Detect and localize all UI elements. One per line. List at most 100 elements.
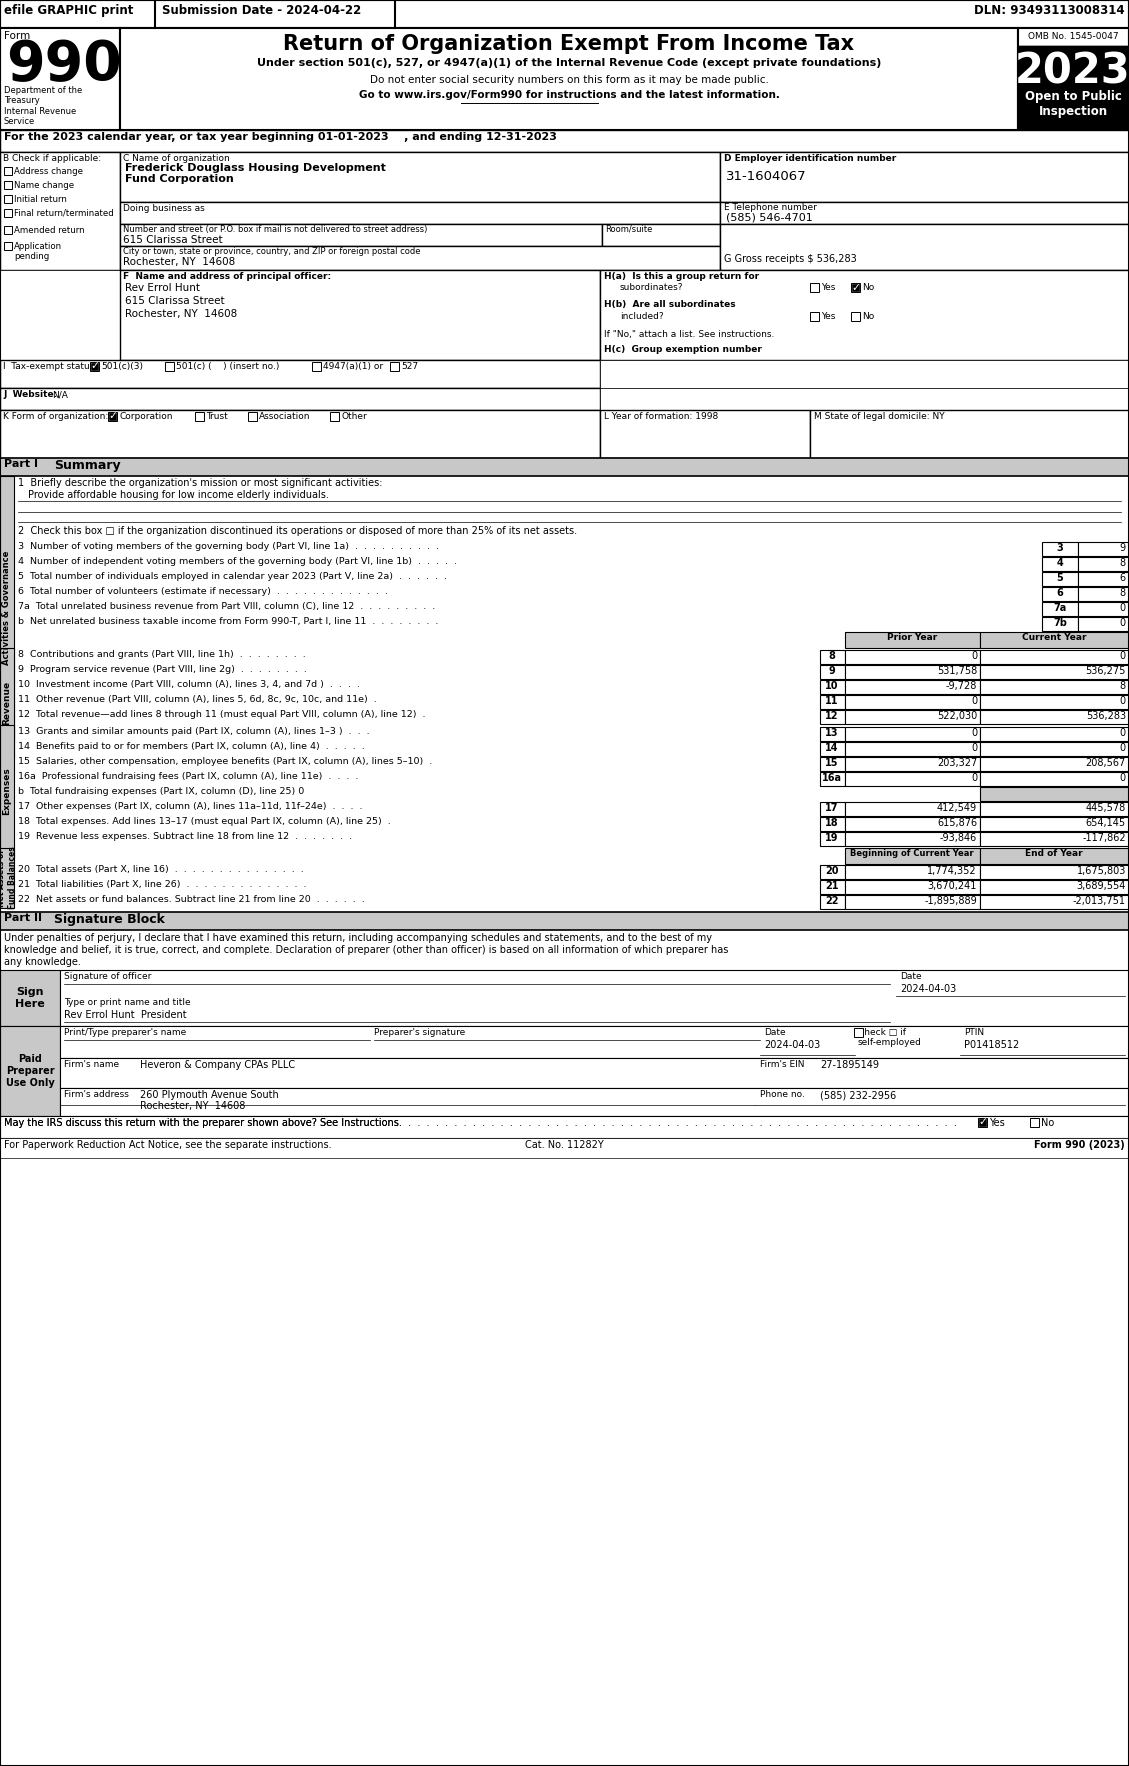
Bar: [1078, 586, 1129, 600]
Text: 4: 4: [1057, 558, 1064, 569]
Bar: [980, 742, 1129, 756]
Text: 13  Grants and similar amounts paid (Part IX, column (A), lines 1–3 )  .  .  .: 13 Grants and similar amounts paid (Part…: [18, 728, 369, 736]
Bar: [844, 802, 980, 816]
Text: K Form of organization:: K Form of organization:: [3, 411, 108, 420]
Bar: [248, 411, 257, 420]
Text: For Paperwork Reduction Act Notice, see the separate instructions.: For Paperwork Reduction Act Notice, see …: [5, 1141, 332, 1150]
Text: 12: 12: [825, 712, 839, 721]
Bar: [1042, 602, 1078, 616]
Text: 6: 6: [1057, 588, 1064, 599]
Text: 0: 0: [1120, 743, 1126, 752]
Bar: [1018, 46, 1129, 131]
Bar: [0, 1026, 60, 1116]
Text: 654,145: 654,145: [1086, 818, 1126, 828]
Text: 208,567: 208,567: [1086, 758, 1126, 768]
Text: May the IRS discuss this return with the preparer shown above? See Instructions.: May the IRS discuss this return with the…: [5, 1118, 402, 1128]
Bar: [0, 1137, 1129, 1158]
Text: H(a)  Is this a group return for: H(a) Is this a group return for: [604, 272, 759, 281]
Text: ✓: ✓: [978, 1118, 987, 1127]
Text: 1,774,352: 1,774,352: [927, 865, 977, 876]
Bar: [820, 818, 844, 832]
Text: Yes: Yes: [821, 313, 835, 321]
Bar: [820, 696, 844, 708]
Bar: [120, 28, 1018, 131]
Bar: [980, 650, 1129, 664]
Bar: [820, 802, 844, 816]
Bar: [5, 180, 12, 189]
Text: N/A: N/A: [52, 390, 68, 399]
Text: 9  Program service revenue (Part VIII, line 2g)  .  .  .  .  .  .  .  .: 9 Program service revenue (Part VIII, li…: [18, 666, 307, 675]
Bar: [809, 313, 819, 321]
Text: 615 Clarissa Street: 615 Clarissa Street: [125, 297, 225, 306]
Text: Expenses: Expenses: [2, 766, 11, 814]
Text: -117,862: -117,862: [1083, 834, 1126, 842]
Text: 0: 0: [1120, 652, 1126, 660]
Text: Room/suite: Room/suite: [605, 224, 653, 235]
Bar: [60, 1026, 1129, 1058]
Bar: [0, 410, 599, 457]
Text: Initial return: Initial return: [14, 194, 67, 205]
Text: Net Assets or
Fund Balances: Net Assets or Fund Balances: [0, 846, 17, 909]
Text: 10: 10: [825, 682, 839, 691]
Text: 22: 22: [825, 895, 839, 906]
Text: 9: 9: [1120, 542, 1126, 553]
Bar: [980, 666, 1129, 678]
Text: 3,670,241: 3,670,241: [928, 881, 977, 892]
Bar: [978, 1118, 987, 1127]
Bar: [844, 865, 980, 879]
Text: J  Website:: J Website:: [3, 390, 58, 399]
Text: Current Year: Current Year: [1022, 632, 1086, 643]
Text: 5: 5: [1057, 572, 1064, 583]
Text: 2023: 2023: [1015, 49, 1129, 92]
Text: Submission Date - 2024-04-22: Submission Date - 2024-04-22: [161, 4, 361, 18]
Text: 0: 0: [971, 696, 977, 706]
Bar: [980, 802, 1129, 816]
Text: 7a  Total unrelated business revenue from Part VIII, column (C), line 12  .  .  : 7a Total unrelated business revenue from…: [18, 602, 436, 611]
Bar: [820, 728, 844, 742]
Text: M State of legal domicile: NY: M State of legal domicile: NY: [814, 411, 945, 420]
Text: End of Year: End of Year: [1025, 849, 1083, 858]
Bar: [110, 413, 116, 420]
Text: Paid
Preparer
Use Only: Paid Preparer Use Only: [6, 1054, 54, 1088]
Text: 0: 0: [1120, 696, 1126, 706]
Bar: [844, 742, 980, 756]
Bar: [851, 283, 860, 291]
Text: ✓: ✓: [851, 283, 860, 293]
Bar: [599, 270, 1129, 360]
Text: b  Total fundraising expenses (Part IX, column (D), line 25) 0: b Total fundraising expenses (Part IX, c…: [18, 788, 304, 796]
Text: 27-1895149: 27-1895149: [820, 1060, 879, 1070]
Bar: [599, 360, 1129, 389]
Text: Rochester, NY  14608: Rochester, NY 14608: [123, 258, 235, 267]
Bar: [980, 818, 1129, 832]
Bar: [5, 208, 12, 217]
Text: Type or print name and title: Type or print name and title: [64, 998, 191, 1007]
Text: Number and street (or P.O. box if mail is not delivered to street address): Number and street (or P.O. box if mail i…: [123, 224, 428, 235]
Bar: [0, 131, 1129, 152]
Bar: [599, 389, 1129, 410]
Bar: [809, 283, 819, 291]
Text: 4947(a)(1) or: 4947(a)(1) or: [323, 362, 383, 371]
Text: Doing business as: Doing business as: [123, 205, 204, 214]
Text: 20: 20: [825, 865, 839, 876]
Bar: [980, 895, 1129, 909]
Text: 16a: 16a: [822, 774, 842, 782]
Bar: [820, 666, 844, 678]
Text: Under penalties of perjury, I declare that I have examined this return, includin: Under penalties of perjury, I declare th…: [5, 932, 712, 943]
Text: Phone no.: Phone no.: [760, 1090, 805, 1098]
Text: (585) 232-2956: (585) 232-2956: [820, 1090, 896, 1100]
Text: 18  Total expenses. Add lines 13–17 (must equal Part IX, column (A), line 25)  .: 18 Total expenses. Add lines 13–17 (must…: [18, 818, 391, 826]
Bar: [720, 152, 1129, 201]
Text: No: No: [1041, 1118, 1054, 1128]
Bar: [120, 201, 720, 224]
Text: ✓: ✓: [108, 411, 117, 422]
Text: Part I: Part I: [5, 459, 38, 470]
Text: OMB No. 1545-0047: OMB No. 1545-0047: [1027, 32, 1119, 41]
Text: C Name of organization: C Name of organization: [123, 154, 229, 162]
Bar: [820, 772, 844, 786]
Text: 0: 0: [1120, 774, 1126, 782]
Text: Provide affordable housing for low income elderly individuals.: Provide affordable housing for low incom…: [28, 489, 329, 500]
Bar: [120, 152, 720, 201]
Bar: [980, 680, 1129, 694]
Text: 3: 3: [1057, 542, 1064, 553]
Bar: [980, 632, 1129, 648]
